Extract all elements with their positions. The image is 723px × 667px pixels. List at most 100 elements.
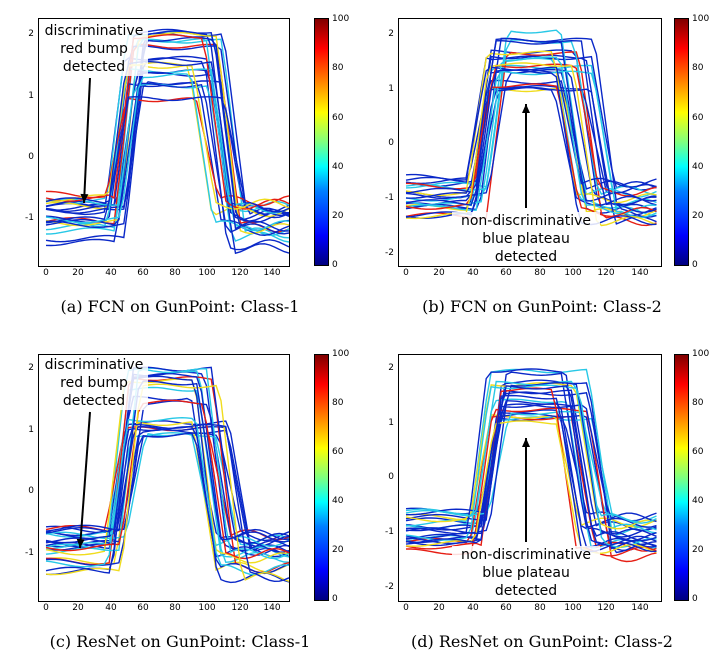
y-tick: -2 [385, 582, 394, 592]
series-line [405, 394, 657, 553]
annotation-line: red bump [60, 375, 128, 391]
colorbar-tick: 0 [332, 594, 338, 604]
annotation-line: blue plateau [482, 231, 570, 247]
colorbar-tick: 40 [692, 162, 704, 172]
series-line [45, 420, 290, 558]
series-line [405, 66, 657, 188]
annotation-line: discriminative [44, 357, 144, 373]
x-tick: 80 [534, 603, 546, 613]
annotation: discriminative red bump detected [40, 22, 148, 76]
colorbar-tick: 60 [692, 447, 704, 457]
colorbar-tick: 60 [332, 447, 344, 457]
series-line [406, 407, 657, 563]
caption: (b) FCN on GunPoint: Class-2 [422, 297, 662, 316]
x-tick: 40 [105, 268, 117, 278]
x-tick: 60 [500, 603, 512, 613]
series-line [405, 414, 657, 528]
colorbar-tick: 0 [692, 260, 698, 270]
series-line [45, 380, 290, 541]
x-tick: 80 [169, 603, 181, 613]
y-tick: 0 [28, 486, 34, 496]
x-tick: 0 [403, 268, 409, 278]
caption: (a) FCN on GunPoint: Class-1 [60, 297, 300, 316]
x-tick: 0 [403, 603, 409, 613]
x-tick: 120 [231, 268, 249, 278]
x-tick: 100 [198, 268, 216, 278]
series-line [45, 32, 290, 235]
x-tick: 20 [433, 268, 445, 278]
x-tick: 60 [137, 603, 149, 613]
series-line [405, 403, 657, 552]
series-line [405, 38, 657, 202]
caption: (d) ResNet on GunPoint: Class-2 [411, 632, 673, 651]
colorbar-tick: 80 [692, 63, 704, 73]
colorbar-tick: 80 [332, 63, 344, 73]
y-tick: -1 [25, 213, 34, 223]
series-line [45, 368, 290, 560]
x-tick: 60 [137, 268, 149, 278]
annotation-line: detected [494, 249, 558, 265]
series-line [405, 381, 657, 542]
series-line [405, 39, 657, 214]
annotation-line: non-discriminative [460, 547, 592, 563]
colorbar [314, 18, 329, 266]
series-line [45, 30, 290, 222]
y-tick: 2 [28, 29, 34, 39]
y-tick: -1 [385, 193, 394, 203]
x-tick: 40 [105, 603, 117, 613]
y-tick: -2 [385, 248, 394, 258]
colorbar-tick: 80 [332, 398, 344, 408]
y-tick: 0 [388, 138, 394, 148]
annotation-arrow [79, 411, 91, 549]
x-tick: 0 [43, 268, 49, 278]
colorbar-tick: 40 [332, 162, 344, 172]
series-line [405, 29, 657, 198]
x-tick: 60 [500, 268, 512, 278]
series-line [45, 71, 290, 255]
series-line [45, 399, 290, 560]
colorbar-tick: 60 [332, 113, 344, 123]
x-tick: 140 [263, 268, 281, 278]
x-tick: 120 [597, 268, 615, 278]
series-line [45, 82, 290, 235]
colorbar [314, 354, 329, 601]
y-tick: 1 [388, 418, 394, 428]
colorbar-tick: 0 [692, 594, 698, 604]
annotation-line: discriminative [44, 23, 144, 39]
colorbar-tick: 20 [692, 211, 704, 221]
colorbar-tick: 20 [332, 545, 344, 555]
colorbar-tick: 100 [332, 349, 350, 359]
colorbar [674, 18, 689, 266]
series-line [45, 73, 290, 232]
series-line [45, 383, 290, 583]
colorbar-tick: 20 [332, 211, 344, 221]
colorbar-tick: 80 [692, 398, 704, 408]
series-line [405, 403, 657, 523]
annotation: non-discriminative blue plateau detected [452, 546, 600, 600]
colorbar-tick: 40 [332, 496, 344, 506]
x-tick: 140 [631, 603, 649, 613]
annotation-arrow [83, 77, 91, 204]
annotation: discriminative red bump detected [40, 356, 148, 410]
series-line [405, 410, 657, 523]
series-line [405, 415, 657, 552]
series-line [405, 416, 657, 522]
x-tick: 140 [631, 268, 649, 278]
x-tick: 100 [564, 603, 582, 613]
series-line [405, 83, 657, 218]
y-tick: 0 [388, 472, 394, 482]
x-tick: 80 [534, 268, 546, 278]
colorbar-tick: 60 [692, 113, 704, 123]
y-tick: -1 [25, 548, 34, 558]
y-tick: 2 [28, 363, 34, 373]
series-line [405, 400, 657, 548]
y-tick: 1 [28, 425, 34, 435]
annotation-line: detected [494, 583, 558, 599]
x-tick: 0 [43, 603, 49, 613]
x-tick: 100 [198, 603, 216, 613]
x-tick: 120 [231, 603, 249, 613]
